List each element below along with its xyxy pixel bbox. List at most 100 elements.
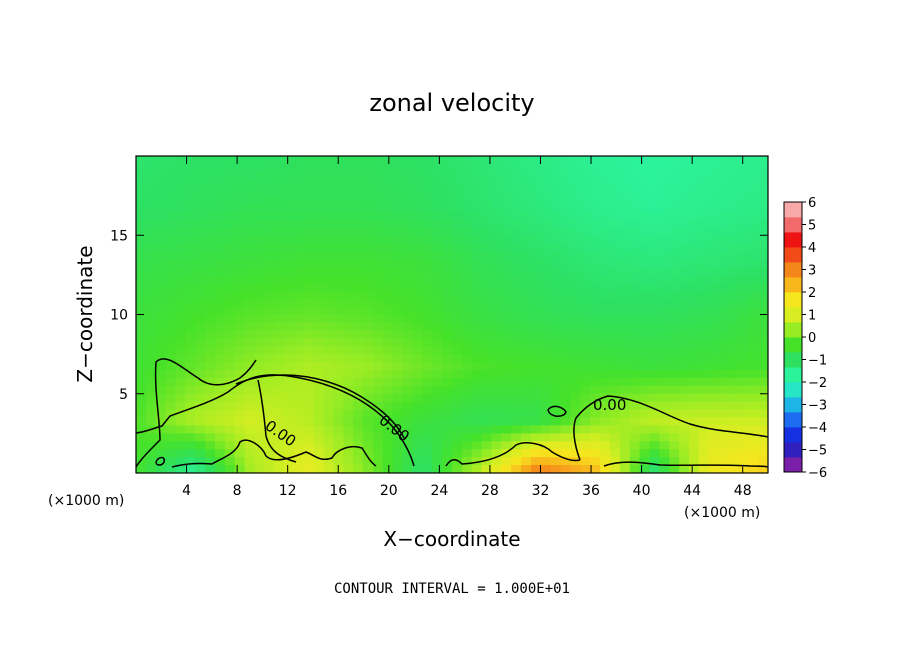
heat-cell [274,330,285,339]
heat-cell [728,227,739,236]
heat-cell [698,433,710,442]
heat-cell [758,369,768,379]
heat-cell [175,306,186,316]
heat-cell [402,156,414,165]
heat-cell [639,465,651,473]
heat-cell [224,235,236,244]
heat-cell [244,417,256,427]
heat-cell [432,449,443,458]
heat-cell [580,195,591,205]
heat-cell [570,274,581,284]
heat-cell [708,338,720,347]
heat-cell [629,219,641,228]
heat-cell [432,259,443,268]
heat-cell [600,449,611,458]
heat-cell [698,290,710,300]
heat-cell [471,354,483,363]
heat-cell [521,282,532,292]
heat-cell [215,393,226,403]
heat-cell [392,211,404,220]
heat-cell [669,274,680,284]
heat-cell [491,346,502,355]
heat-cell [136,156,147,165]
heat-cell [165,338,177,347]
heat-cell [669,195,680,205]
heat-cell [580,298,591,308]
heat-cell [175,441,186,450]
heat-cell [195,354,206,363]
heat-cell [432,362,443,371]
heat-cell [244,306,256,316]
heat-cell [531,330,542,339]
heat-cell [580,274,591,284]
heat-cell [136,187,147,197]
heat-cell [234,203,246,213]
heat-cell [610,227,621,236]
heat-cell [501,203,512,213]
heat-cell [205,227,216,236]
heat-cell [481,282,493,292]
heat-cell [521,385,532,395]
heat-cell [698,385,710,395]
heat-cell [461,346,473,355]
colorbar-swatch [784,457,802,473]
heat-cell [590,338,601,347]
heat-cell [600,243,611,252]
heat-cell [481,314,493,324]
heat-cell [649,266,660,276]
heat-cell [580,163,591,173]
heat-cell [244,282,256,292]
heat-cell [580,156,591,165]
heat-cell [432,282,443,292]
heat-cell [373,362,384,371]
heat-cell [689,243,700,252]
heat-cell [145,306,157,316]
heat-cell [145,235,157,244]
heat-cell [343,457,354,466]
heat-cell [718,425,730,434]
heat-cell [570,227,581,236]
heat-cell [442,314,453,324]
heat-cell [432,298,443,308]
heat-cell [521,362,532,371]
heat-cell [560,354,572,363]
heat-cell [284,179,295,189]
heat-cell [432,457,443,466]
heat-cell [442,417,453,427]
heat-cell [639,187,651,197]
heat-cell [264,417,275,427]
heat-cell [274,457,285,466]
heat-cell [491,187,502,197]
heat-cell [205,203,216,213]
heat-cell [155,409,167,419]
heat-cell [353,235,364,244]
heat-cell [471,433,483,442]
heat-cell [353,377,364,387]
heat-cell [590,156,601,165]
heat-cell [382,274,394,284]
heat-cell [422,377,433,387]
heat-cell [432,433,443,442]
heat-cell [343,219,354,228]
heat-cell [185,322,196,331]
heat-cell [491,274,502,284]
heat-cell [382,290,394,300]
heat-cell [303,195,315,205]
heat-cell [718,457,730,466]
heat-cell [145,457,157,466]
heat-cell [570,163,581,173]
heat-cell [175,282,186,292]
heat-cell [708,235,720,244]
heat-cell [392,266,404,276]
heat-cell [244,369,256,379]
heat-cell [303,425,315,434]
x-axis-ticks: 4 8 12 16 20 24 28 32 36 40 44 48 [182,156,752,499]
heat-cell [461,179,473,189]
heat-cell [669,330,680,339]
heat-cell [442,290,453,300]
heat-cell [412,306,423,316]
heat-cell [215,306,226,316]
heat-cell [343,298,354,308]
heat-cell [215,362,226,371]
